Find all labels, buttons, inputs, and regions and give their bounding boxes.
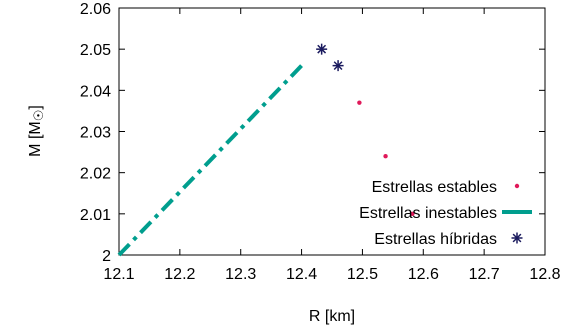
- y-tick-label: 2.04: [80, 83, 111, 100]
- legend-marker-asterisk: [511, 232, 523, 244]
- y-tick-label: 2.06: [80, 1, 111, 18]
- data-point-stable: [383, 154, 388, 159]
- asterisk-stroke: [333, 61, 343, 71]
- x-tick-label: 12.6: [408, 266, 439, 283]
- sun-symbol: ☉: [31, 110, 46, 122]
- ticks: 12.1 12.2 12.3 12.4 12.5 12.6 12.7 12.8 2 2.01 2.0…: [80, 1, 561, 283]
- data-point-hybrid: [316, 43, 328, 55]
- data-point-stable: [357, 100, 362, 105]
- data-point-stable: [410, 211, 415, 217]
- x-tick-label: 12.7: [469, 266, 500, 283]
- data-point-hybrid: [332, 60, 344, 72]
- y-axis-label: M [M☉]: [27, 105, 46, 157]
- series-line-1: [117, 64, 304, 257]
- legend-label: Estrellas estables: [372, 179, 497, 196]
- x-tick-label: 12.1: [103, 266, 134, 283]
- y-tick-label: 2.05: [80, 42, 111, 59]
- x-tick-label: 12.3: [225, 266, 256, 283]
- y-tick-label: 2.02: [80, 166, 111, 183]
- y-tick-label: 2.03: [80, 125, 111, 142]
- series-layer: [117, 43, 415, 257]
- legend-marker-dot: [514, 183, 520, 189]
- y-tick-label: 2.01: [80, 207, 111, 224]
- legend: Estrellas estables Estrellas inestables Es…: [359, 179, 532, 248]
- x-tick-label: 12.5: [347, 266, 378, 283]
- asterisk-stroke: [317, 44, 327, 54]
- legend-label: Estrellas híbridas: [374, 231, 497, 248]
- y-tick-label: 2: [102, 248, 111, 265]
- x-tick-label: 12.4: [286, 266, 317, 283]
- asterisk-stroke: [512, 233, 522, 243]
- x-axis-label: R [km]: [309, 308, 355, 325]
- x-tick-label: 12.8: [529, 266, 560, 283]
- x-tick-label: 12.2: [164, 266, 195, 283]
- legend-label: Estrellas inestables: [359, 205, 497, 222]
